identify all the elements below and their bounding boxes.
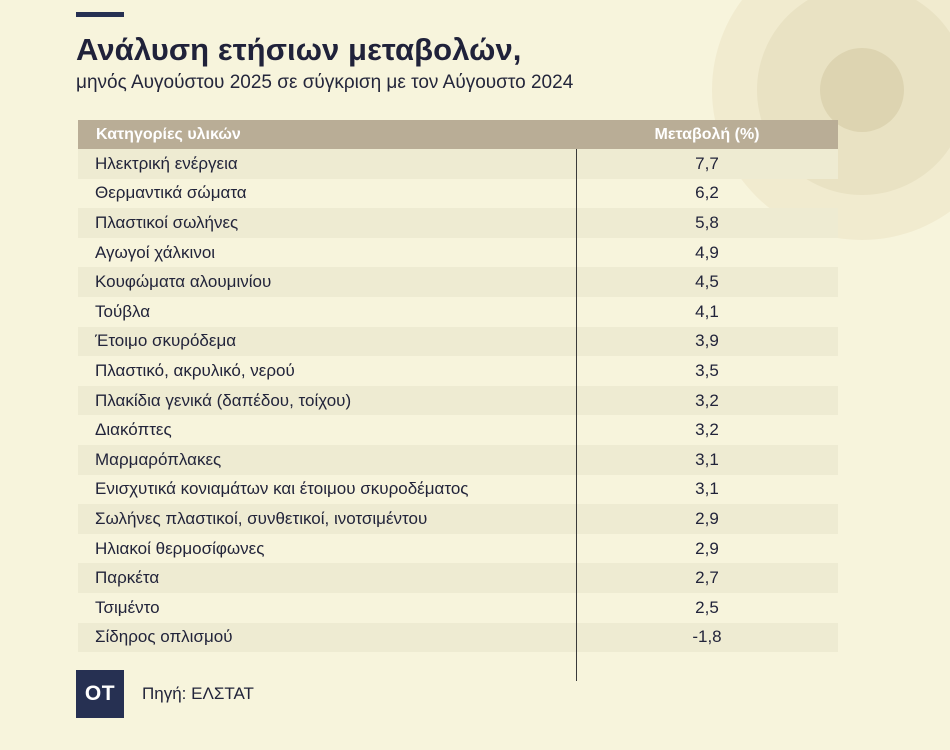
change-value-cell: -1,8	[692, 627, 722, 647]
category-cell: Τούβλα	[95, 301, 151, 321]
table-row: Πλακίδια γενικά (δαπέδου, τοίχου) 3,2	[78, 385, 838, 416]
category-cell: Σίδηρος οπλισμού	[95, 627, 233, 647]
category-cell: Ηλεκτρική ενέργεια	[95, 153, 238, 173]
column-divider	[576, 149, 577, 681]
table-header: Κατηγορίες υλικών Μεταβολή (%)	[78, 120, 838, 149]
category-cell: Έτοιμο σκυρόδεμα	[95, 331, 237, 351]
table-row: Διακόπτες 3,2	[78, 415, 838, 445]
category-cell: Διακόπτες	[95, 420, 172, 440]
table-body: Ηλεκτρική ενέργεια 7,7 Θερμαντικά σώματα 6,…	[78, 149, 838, 681]
change-value-cell: 4,1	[695, 301, 719, 321]
change-value-cell: 3,1	[695, 449, 719, 469]
change-value-cell: 3,9	[695, 331, 719, 351]
table-row: Πλαστικό, ακρυλικό, νερού 3,5	[78, 356, 838, 386]
table-row: Παρκέτα 2,7	[78, 563, 838, 593]
category-cell: Κουφώματα αλουμινίου	[95, 272, 272, 292]
source-label: Πηγή: ΕΛΣΤΑΤ	[142, 684, 254, 703]
category-cell: Πλαστικοί σωλήνες	[95, 212, 239, 232]
data-table: Κατηγορίες υλικών Μεταβολή (%) Ηλεκτρική…	[78, 120, 838, 681]
category-cell: Μαρμαρόπλακες	[95, 449, 222, 469]
category-cell: Σωλήνες πλαστικοί, συνθετικοί, ινοτσιμέν…	[95, 508, 428, 528]
category-cell: Παρκέτα	[95, 568, 160, 588]
table-row: Έτοιμο σκυρόδεμα 3,9	[78, 326, 838, 357]
table-row: Αγωγοί χάλκινοι 4,9	[78, 238, 838, 268]
table-row: Τούβλα 4,1	[78, 297, 838, 327]
category-cell: Πλακίδια γενικά (δαπέδου, τοίχου)	[95, 390, 352, 410]
table-row: Κουφώματα αλουμινίου 4,5	[78, 267, 838, 297]
table-row: Ηλεκτρική ενέργεια 7,7	[78, 149, 838, 179]
change-value-cell: 3,2	[695, 390, 719, 410]
change-value-cell: 2,9	[695, 508, 719, 528]
category-cell: Θερμαντικά σώματα	[95, 183, 247, 203]
top-accent-bar	[76, 12, 124, 17]
table-row: Ενισχυτικά κονιαμάτων και έτοιμου σκυροδ…	[78, 475, 838, 505]
change-value-cell: 4,9	[695, 242, 719, 262]
column-header-change: Μεταβολή (%)	[654, 125, 760, 143]
table-row: Μαρμαρόπλακες 3,1	[78, 444, 838, 475]
change-value-cell: 7,7	[695, 153, 719, 173]
page-title: Ανάλυση ετήσιων μεταβολών,	[76, 32, 522, 67]
source-footer: ΟΤ Πηγή: ΕΛΣΤΑΤ	[76, 670, 254, 718]
category-cell: Αγωγοί χάλκινοι	[95, 242, 216, 262]
category-cell: Πλαστικό, ακρυλικό, νερού	[95, 360, 295, 380]
change-value-cell: 3,5	[695, 360, 719, 380]
category-cell: Ηλιακοί θερμοσίφωνες	[95, 538, 265, 558]
table-row: Σωλήνες πλαστικοί, συνθετικοί, ινοτσιμέν…	[78, 504, 838, 534]
column-header-category: Κατηγορίες υλικών	[96, 125, 241, 143]
change-value-cell: 2,9	[695, 538, 719, 558]
table-row: Πλαστικοί σωλήνες 5,8	[78, 208, 838, 238]
change-value-cell: 2,7	[695, 568, 719, 588]
category-cell: Τσιμέντο	[95, 597, 160, 617]
page-subtitle: μηνός Αυγούστου 2025 σε σύγκριση με τον …	[76, 72, 574, 93]
category-cell: Ενισχυτικά κονιαμάτων και έτοιμου σκυροδ…	[95, 479, 469, 499]
change-value-cell: 3,2	[695, 420, 719, 440]
change-value-cell: 5,8	[695, 212, 719, 232]
change-value-cell: 3,1	[695, 479, 719, 499]
change-value-cell: 2,5	[695, 597, 719, 617]
change-value-cell: 4,5	[695, 272, 719, 292]
table-row: Θερμαντικά σώματα 6,2	[78, 179, 838, 209]
table-row: Σίδηρος οπλισμού -1,8	[78, 622, 838, 653]
table-row: Ηλιακοί θερμοσίφωνες 2,9	[78, 534, 838, 564]
change-value-cell: 6,2	[695, 183, 719, 203]
table-row: Τσιμέντο 2,5	[78, 593, 838, 623]
brand-logo: ΟΤ	[76, 670, 124, 718]
